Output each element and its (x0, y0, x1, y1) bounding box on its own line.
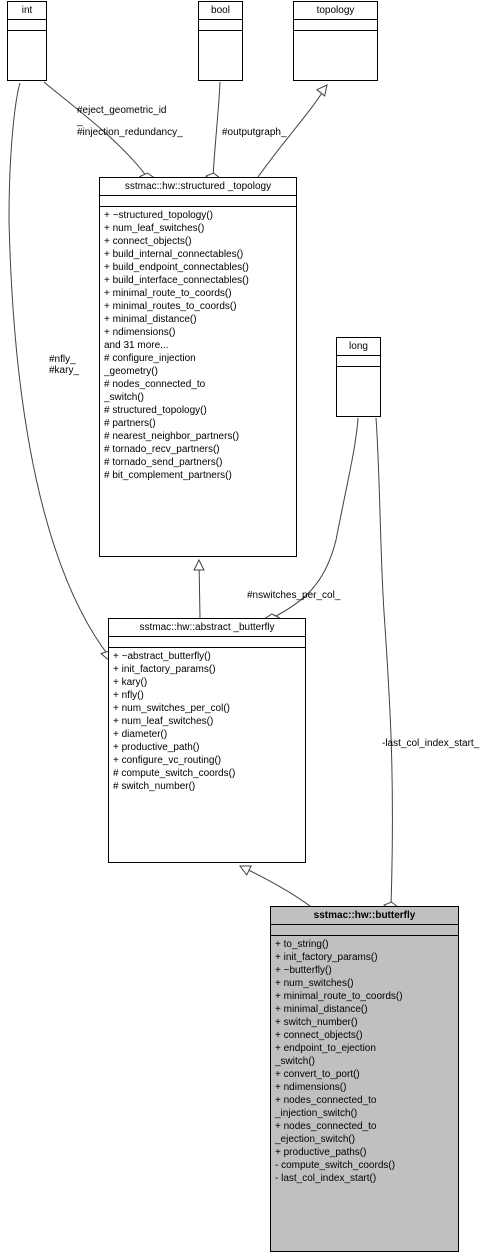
class-title: int (8, 2, 46, 20)
class-attrs (271, 925, 458, 936)
class-abstract-butterfly: sstmac::hw::abstract _butterfly + ~abstr… (108, 618, 306, 863)
class-title: long (337, 338, 380, 356)
class-title: sstmac::hw::butterfly (271, 907, 458, 925)
class-methods: + ~structured_topology() + num_leaf_swit… (100, 207, 296, 484)
class-attrs (294, 20, 377, 31)
class-title: sstmac::hw::structured _topology (100, 178, 296, 196)
class-int: int (7, 1, 47, 81)
edge-label-outputgraph: #outputgraph_ (222, 127, 287, 138)
edge-label-nfly-kary: #nfly_ #kary_ (49, 354, 79, 376)
class-methods: + ~abstract_butterfly() + init_factory_p… (109, 648, 305, 795)
class-long: long (336, 337, 381, 417)
class-butterfly: sstmac::hw::butterfly + to_string() + in… (270, 906, 459, 1252)
class-topology: topology (293, 1, 378, 81)
class-methods (199, 31, 242, 41)
edge-label-nswitches: #nswitches_per_col_ (247, 590, 340, 601)
class-attrs (100, 196, 296, 207)
edge-label-eject-inject: #eject_geometric_id _ #injection_redunda… (77, 105, 183, 138)
class-methods (337, 367, 380, 377)
class-bool: bool (198, 1, 243, 81)
class-methods (8, 31, 46, 41)
class-structured-topology: sstmac::hw::structured _topology + ~stru… (99, 177, 297, 557)
class-title: bool (199, 2, 242, 20)
class-attrs (109, 637, 305, 648)
class-attrs (8, 20, 46, 31)
class-methods (294, 31, 377, 41)
class-attrs (199, 20, 242, 31)
class-attrs (337, 356, 380, 367)
class-title: topology (294, 2, 377, 20)
class-title: sstmac::hw::abstract _butterfly (109, 619, 305, 637)
class-methods: + to_string() + init_factory_params() + … (271, 936, 458, 1187)
edge-label-last-col: -last_col_index_start_ (382, 738, 479, 749)
